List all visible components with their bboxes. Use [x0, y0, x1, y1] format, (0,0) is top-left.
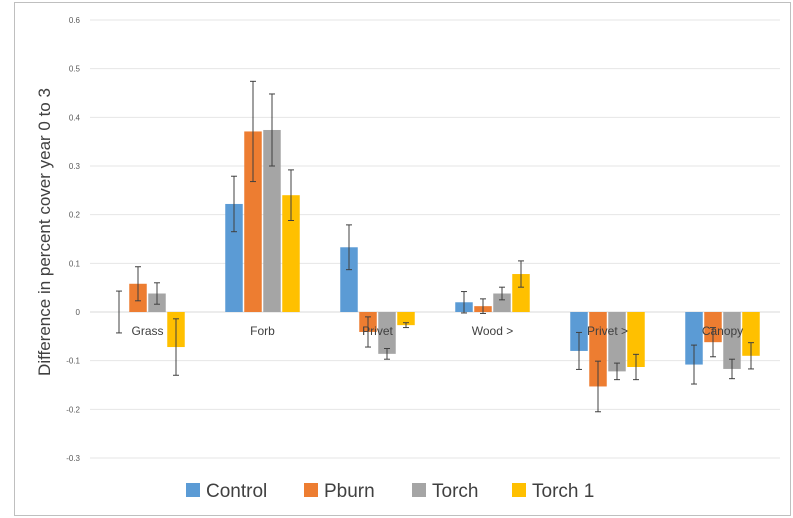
category-label: Privet > [587, 324, 628, 338]
y-tick-label: 0.3 [69, 162, 81, 171]
legend: Control Pburn Torch Torch 1 [186, 481, 594, 502]
error-bar [116, 290, 122, 334]
y-tick-label: -0.2 [66, 405, 80, 414]
legend-item: Torch 1 [512, 481, 594, 502]
error-bar [403, 322, 409, 329]
bars [110, 129, 760, 387]
bar-torch-1-privet [627, 312, 645, 367]
bar-torch-forb [263, 129, 281, 312]
y-tick-label: -0.3 [66, 454, 80, 463]
legend-item: Control [186, 481, 267, 502]
bar-control-privet [570, 312, 588, 351]
bar-control-forb [225, 203, 243, 312]
bar-torch-1-privet [397, 312, 415, 326]
legend-label: Torch 1 [532, 481, 594, 502]
error-bar [461, 291, 467, 314]
y-tick-label: 0.4 [69, 113, 81, 122]
y-tick-label: 0.1 [69, 259, 81, 268]
y-tick-labels: -0.3 -0.2 -0.1 0 0.1 0.2 0.3 0.4 0.5 0.6 [66, 16, 80, 463]
category-labels: Grass Forb Privet Wood > Privet > Canopy [131, 324, 743, 338]
legend-label: Torch [432, 481, 478, 502]
error-bar [365, 316, 371, 348]
error-bar [480, 298, 486, 314]
error-bar [710, 327, 716, 358]
category-label: Grass [131, 324, 163, 338]
category-label: Forb [250, 324, 275, 338]
error-bar [691, 344, 697, 385]
bar-torch-wood [493, 293, 511, 312]
bar-pburn-privet [589, 312, 607, 387]
bar-pburn-forb [244, 131, 262, 312]
bar-torch-1-canopy [742, 312, 760, 356]
error-bar [154, 282, 160, 305]
error-bars [116, 80, 754, 413]
category-label: Privet [362, 324, 393, 338]
error-bar [576, 331, 582, 370]
error-bar [633, 353, 639, 381]
category-label: Wood > [472, 324, 513, 338]
error-bar [595, 360, 601, 413]
legend-item: Pburn [304, 481, 375, 502]
error-bar [729, 358, 735, 380]
category-label: Canopy [702, 324, 743, 338]
bar-torch-privet [378, 312, 396, 354]
y-tick-label: 0.2 [69, 211, 81, 220]
bar-torch-privet [608, 312, 626, 372]
error-bar [499, 286, 505, 301]
bar-control-canopy [685, 312, 703, 365]
y-tick-label: -0.1 [66, 357, 80, 366]
legend-swatch [186, 483, 200, 497]
chart-frame [14, 2, 791, 516]
bar-control-privet [340, 247, 358, 312]
legend-label: Pburn [324, 481, 375, 502]
error-bar [288, 169, 294, 222]
legend-swatch [412, 483, 426, 497]
legend-item: Torch [412, 481, 478, 502]
y-tick-label: 0.5 [69, 65, 81, 74]
error-bar [269, 93, 275, 167]
error-bar [173, 318, 179, 376]
error-bar [231, 175, 237, 233]
y-axis-title: Difference in percent cover year 0 to 3 [35, 88, 54, 376]
bar-torch-1-wood [512, 274, 530, 312]
error-bar [384, 348, 390, 360]
gridlines [90, 19, 780, 459]
error-bar [135, 266, 141, 302]
error-bar [518, 260, 524, 288]
legend-swatch [304, 483, 318, 497]
bar-torch-canopy [723, 312, 741, 369]
y-tick-label: 0.6 [69, 16, 81, 25]
legend-label: Control [206, 481, 267, 502]
error-bar [614, 362, 620, 381]
error-bar [346, 224, 352, 271]
error-bar [250, 80, 256, 183]
y-tick-label: 0 [76, 308, 81, 317]
error-bar [748, 342, 754, 370]
bar-torch-1-forb [282, 195, 300, 312]
legend-swatch [512, 483, 526, 497]
